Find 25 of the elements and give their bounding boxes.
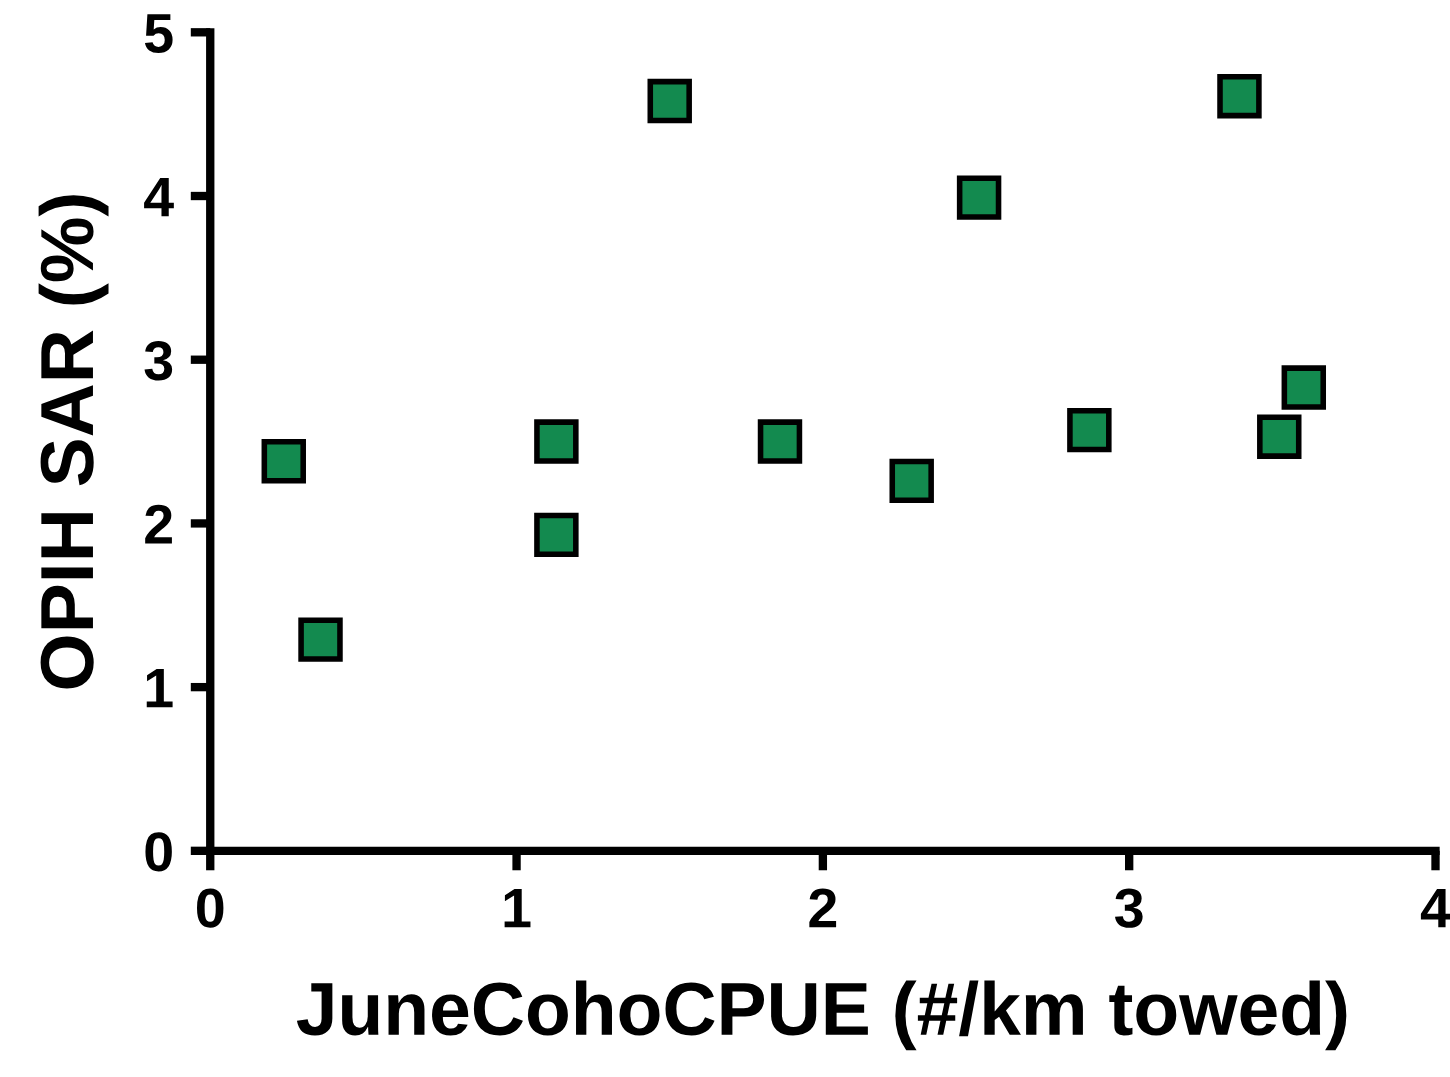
point <box>298 617 343 662</box>
y-tick-label: 1 <box>146 669 173 708</box>
point <box>647 78 692 124</box>
point <box>534 419 579 464</box>
point <box>261 438 306 484</box>
point <box>889 458 934 504</box>
y-tick-label: 5 <box>144 14 173 53</box>
point <box>534 512 579 558</box>
point <box>956 175 1002 220</box>
point <box>757 419 803 464</box>
y-tick-label: 3 <box>144 341 173 381</box>
y-tick-label: 0 <box>145 832 172 872</box>
x-tick-label: 1 <box>504 888 531 928</box>
point <box>1257 414 1302 459</box>
point <box>1067 407 1112 453</box>
point <box>1281 365 1327 410</box>
x-tick-label: 0 <box>197 888 224 928</box>
x-tick-label: 3 <box>1115 888 1143 928</box>
y-tick-label: 4 <box>144 177 174 217</box>
point <box>1217 73 1262 119</box>
y-tick-label: 2 <box>145 504 172 544</box>
x-tick-label: 2 <box>809 888 837 928</box>
y-axis-title: OPIH SAR (%) <box>38 195 109 689</box>
x-axis-title: JuneCohoCPUE (#/km towed) <box>296 980 1347 1051</box>
x-tick-label: 4 <box>1420 888 1450 928</box>
